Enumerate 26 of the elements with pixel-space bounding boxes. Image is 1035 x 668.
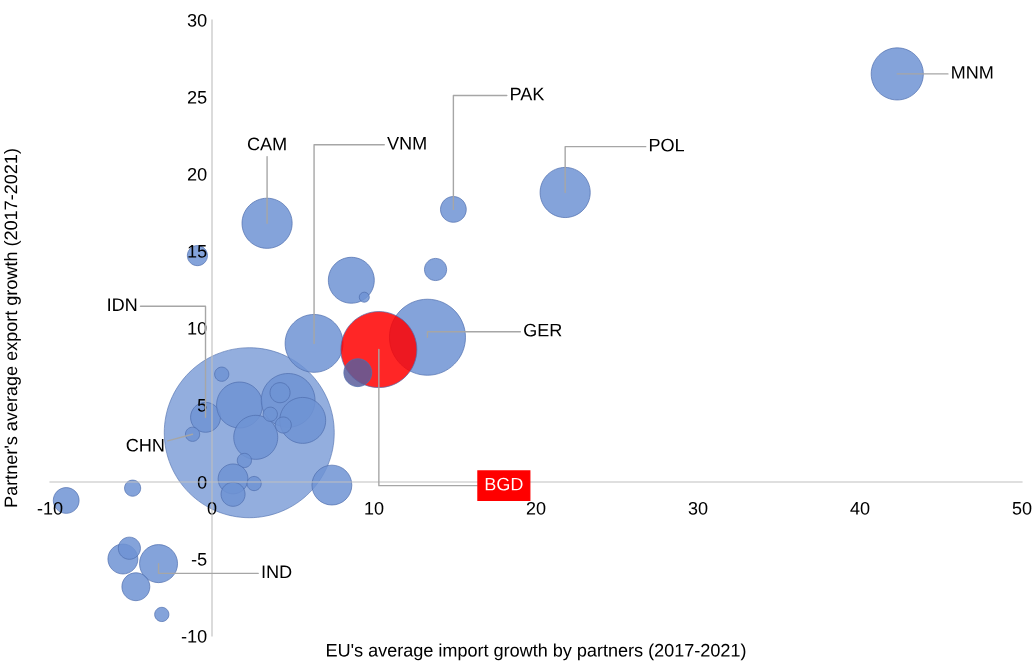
y-tick-label: 30 [187,13,207,27]
x-tick-label: -10 [37,501,63,515]
annotation: GER [524,323,562,337]
x-axis-title: EU's average import growth by partners (2017-2021) [327,643,746,661]
annotation: CAM [247,137,286,151]
y-tick-label: -5 [191,553,207,566]
y-tick-label: -10 [181,629,207,643]
annotation: IND [262,565,292,579]
annotation: POL [649,138,685,152]
x-tick-label: 30 [688,501,708,515]
x-tick-label: 0 [207,501,217,515]
x-tick-label: 50 [1012,501,1032,515]
annotation: PAK [511,87,545,101]
x-tick-label: 10 [365,501,384,515]
x-tick-label: 20 [526,501,546,515]
annotation: IDN [108,298,137,311]
annotation: CHN [126,438,164,452]
annotation: VNM [387,137,426,150]
y-tick-label: 15 [188,245,207,258]
y-tick-label: 20 [187,167,207,181]
y-axis-title: Partner's average export growth (2017-2021) [4,149,21,507]
x-tick-label: 40 [850,501,870,515]
annotation: MNM [952,66,993,79]
y-tick-label: 25 [187,90,207,104]
annotation: BGD [485,477,523,491]
y-tick-label: 0 [197,475,207,489]
